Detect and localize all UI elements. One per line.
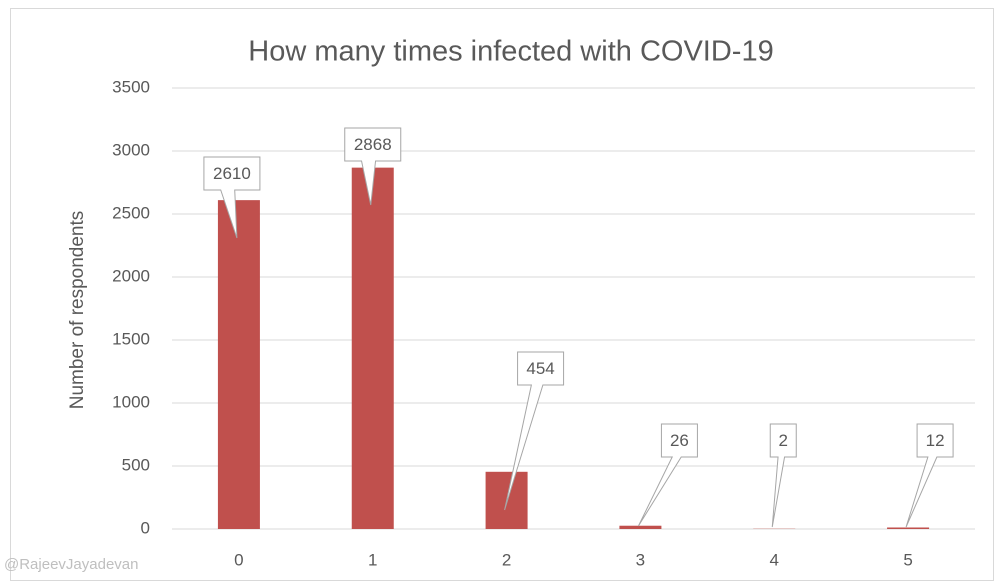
data-label-callout xyxy=(905,423,954,528)
bar xyxy=(217,200,260,529)
data-label: 26 xyxy=(670,431,689,450)
x-tick-label: 0 xyxy=(234,550,243,569)
y-tick-label: 0 xyxy=(141,518,150,537)
data-label-callout xyxy=(203,156,261,239)
data-label: 2 xyxy=(779,431,788,450)
data-label: 2868 xyxy=(354,135,392,154)
data-label-callout xyxy=(769,423,797,528)
x-tick-label: 2 xyxy=(502,550,511,569)
data-label-callout xyxy=(637,423,698,527)
bar xyxy=(887,527,930,529)
x-tick-label: 3 xyxy=(636,550,645,569)
y-tick-label: 500 xyxy=(122,455,150,474)
y-tick-label: 1000 xyxy=(112,392,150,411)
x-tick-label: 5 xyxy=(903,550,912,569)
bar xyxy=(619,525,662,529)
bar xyxy=(351,167,394,529)
y-tick-label: 3000 xyxy=(112,140,150,159)
data-label-callout xyxy=(504,351,565,511)
y-tick-label: 1500 xyxy=(112,329,150,348)
y-axis-label: Number of respondents xyxy=(67,211,88,410)
data-label-callout xyxy=(344,127,402,206)
chart-title: How many times infected with COVID-19 xyxy=(248,36,773,68)
y-tick-label: 2000 xyxy=(112,266,150,285)
x-tick-label: 4 xyxy=(770,550,779,569)
watermark: @RajeevJayadevan xyxy=(4,556,138,573)
data-label: 2610 xyxy=(213,164,251,183)
data-label: 12 xyxy=(926,431,945,450)
y-tick-label: 2500 xyxy=(112,203,150,222)
y-tick-label: 3500 xyxy=(112,77,150,96)
data-label: 454 xyxy=(526,359,554,378)
x-tick-label: 1 xyxy=(368,550,377,569)
